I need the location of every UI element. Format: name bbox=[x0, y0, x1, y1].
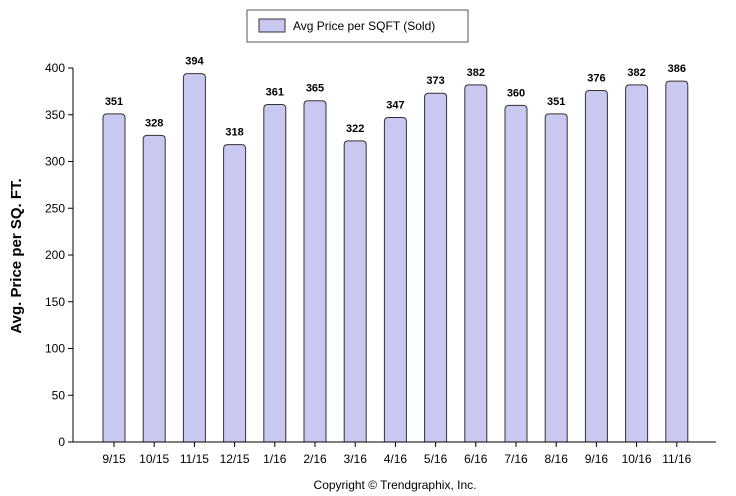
x-tick-label: 11/15 bbox=[180, 452, 209, 466]
y-axis-ticks: 0 50 100 150 200 250 300 350 400 bbox=[45, 61, 73, 449]
y-tick-label: 300 bbox=[45, 155, 65, 169]
bar bbox=[102, 113, 126, 443]
bar bbox=[223, 144, 247, 443]
bar-value-label: 328 bbox=[145, 117, 163, 129]
bar-value-label: 365 bbox=[306, 83, 324, 95]
x-tick-label: 2/16 bbox=[303, 452, 327, 466]
bars bbox=[102, 73, 689, 443]
y-tick-label: 400 bbox=[45, 61, 65, 75]
y-tick-label: 200 bbox=[45, 248, 65, 262]
bar bbox=[303, 100, 327, 443]
bar bbox=[464, 84, 488, 443]
bar bbox=[584, 89, 608, 443]
bar-value-label: 394 bbox=[185, 56, 204, 68]
bar bbox=[182, 73, 206, 443]
x-tick-label: 4/16 bbox=[384, 452, 408, 466]
data-labels: 351 328 394 318 361 365 322 347 373 382 360 351 376 3… bbox=[105, 56, 686, 139]
x-tick-label: 3/16 bbox=[344, 452, 368, 466]
bar-value-label: 382 bbox=[467, 67, 485, 79]
bar bbox=[625, 84, 649, 443]
bar bbox=[544, 113, 568, 443]
x-tick-label: 10/15 bbox=[139, 452, 169, 466]
bar-value-label: 347 bbox=[386, 100, 404, 112]
bar-value-label: 360 bbox=[507, 87, 525, 99]
x-tick-label: 9/16 bbox=[585, 452, 609, 466]
y-tick-label: 150 bbox=[45, 295, 65, 309]
bar-value-label: 322 bbox=[346, 123, 364, 135]
bar bbox=[424, 92, 448, 443]
bar bbox=[383, 117, 407, 443]
bar-value-label: 351 bbox=[547, 96, 565, 108]
y-tick-label: 350 bbox=[45, 108, 65, 122]
x-tick-label: 11/16 bbox=[662, 452, 691, 466]
y-tick-label: 100 bbox=[45, 342, 65, 356]
y-tick-label: 50 bbox=[52, 388, 66, 402]
x-tick-label: 7/16 bbox=[504, 452, 528, 466]
bar-value-label: 351 bbox=[105, 96, 123, 108]
x-tick-label: 10/16 bbox=[622, 452, 652, 466]
bar bbox=[504, 104, 528, 443]
legend: Avg Price per SQFT (Sold) bbox=[246, 9, 469, 43]
bar-value-label: 373 bbox=[426, 75, 444, 87]
bar-value-label: 376 bbox=[587, 72, 605, 84]
x-tick-label: 8/16 bbox=[545, 452, 569, 466]
bar-value-label: 382 bbox=[627, 67, 645, 79]
bar bbox=[263, 103, 287, 443]
bar bbox=[343, 140, 367, 443]
x-tick-label: 1/16 bbox=[263, 452, 287, 466]
legend-label: Avg Price per SQFT (Sold) bbox=[293, 19, 435, 33]
bar-value-label: 361 bbox=[266, 86, 284, 98]
bar bbox=[142, 134, 166, 443]
bar-value-label: 318 bbox=[225, 127, 243, 139]
legend-swatch bbox=[258, 18, 286, 33]
x-tick-label: 12/15 bbox=[220, 452, 250, 466]
y-tick-label: 0 bbox=[58, 435, 65, 449]
bar bbox=[665, 80, 689, 443]
y-tick-label: 250 bbox=[45, 201, 65, 215]
x-tick-label: 5/16 bbox=[424, 452, 448, 466]
y-axis-label: Avg. Price per SQ. FT. bbox=[8, 178, 25, 333]
x-tick-label: 9/15 bbox=[102, 452, 126, 466]
x-tick-label: 6/16 bbox=[464, 452, 488, 466]
copyright-text: Copyright © Trendgraphix, Inc. bbox=[314, 478, 477, 492]
x-axis-ticks: 9/15 10/15 11/15 12/15 1/16 2/16 3/16 4/16 5/16 6… bbox=[102, 442, 692, 466]
bar-value-label: 386 bbox=[668, 63, 686, 75]
